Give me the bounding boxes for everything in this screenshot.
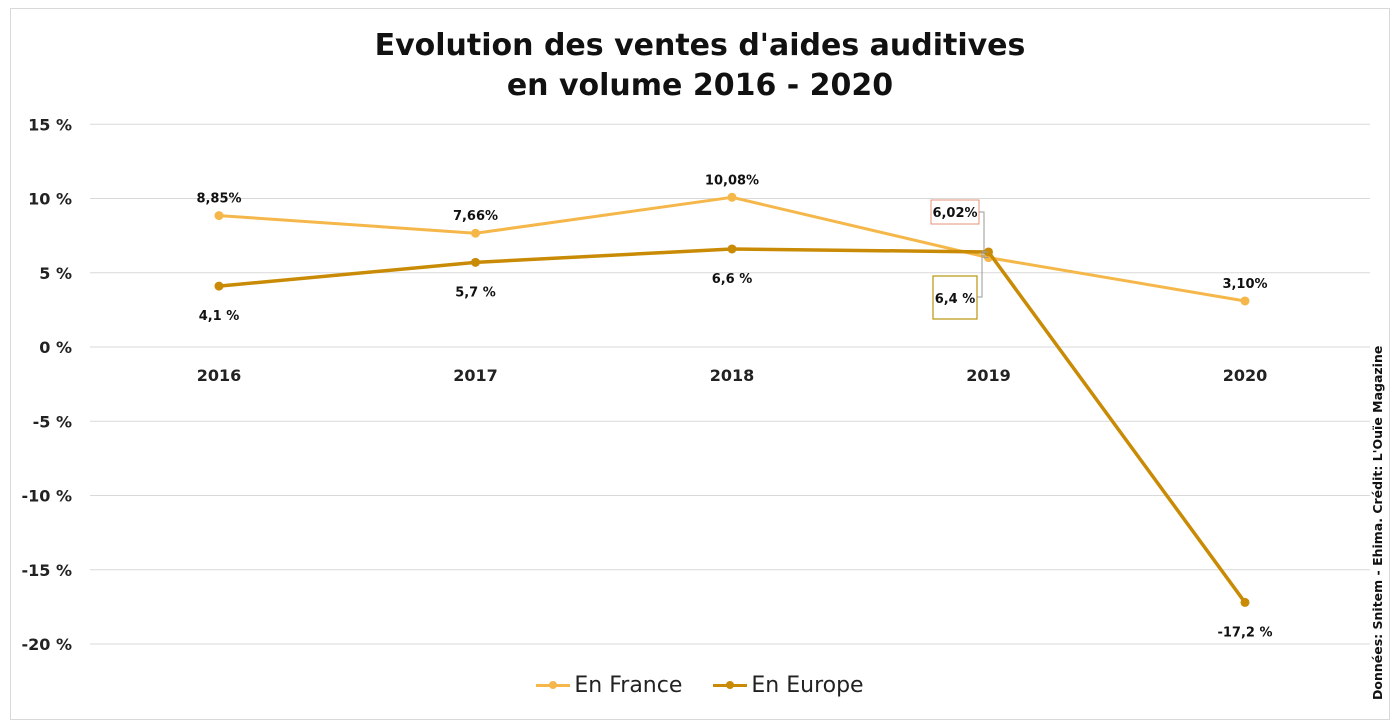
chart-title-line-2: en volume 2016 - 2020 xyxy=(506,68,894,103)
data-point-europe xyxy=(1240,597,1250,607)
data-point-france xyxy=(727,192,737,202)
callout-leader-france xyxy=(979,211,989,259)
data-label-france: 10,08% xyxy=(705,173,759,188)
data-label-europe: 5,7 % xyxy=(455,285,496,300)
x-tick-label: 2016 xyxy=(197,366,242,385)
legend-item-france: En France xyxy=(536,673,682,698)
data-point-europe xyxy=(214,281,224,291)
y-tick-label: -10 % xyxy=(21,487,72,506)
source-credit: Données: Snitem - Ehima. Crédit: L'Ouïe … xyxy=(1370,345,1385,700)
chart-title-line-1: Evolution des ventes d'aides auditives xyxy=(374,28,1026,63)
data-label-europe: 6,6 % xyxy=(712,272,753,287)
legend-item-europe: En Europe xyxy=(713,673,864,698)
series-line-europe xyxy=(218,247,1247,604)
data-label-france: 8,85% xyxy=(196,192,241,207)
y-tick-label: 15 % xyxy=(28,115,72,134)
chart-frame xyxy=(10,8,1390,720)
chart-legend: En France En Europe xyxy=(0,668,1400,698)
data-point-europe xyxy=(727,244,737,254)
x-tick-label: 2017 xyxy=(453,366,498,385)
data-label-france: 7,66% xyxy=(453,209,498,224)
callout-box-europe xyxy=(932,275,978,320)
y-tick-label: 10 % xyxy=(28,190,72,209)
x-tick-label: 2020 xyxy=(1223,366,1268,385)
data-point-france xyxy=(214,211,224,221)
chart-title: Evolution des ventes d'aides auditives e… xyxy=(0,26,1400,106)
data-label-france: 3,10% xyxy=(1222,277,1267,292)
x-tick-label: 2018 xyxy=(710,366,755,385)
data-label-europe: 4,1 % xyxy=(199,309,240,324)
callout-leader-europe xyxy=(977,251,989,298)
legend-swatch-france xyxy=(536,681,571,689)
data-point-europe xyxy=(471,257,480,267)
y-tick-label: -5 % xyxy=(33,412,72,431)
legend-label-france: En France xyxy=(574,673,683,698)
data-label-france: 6,02% xyxy=(932,206,977,221)
y-tick-label: 5 % xyxy=(39,264,72,283)
data-label-europe: -17,2 % xyxy=(1217,625,1272,640)
legend-label-europe: En Europe xyxy=(751,673,864,698)
data-point-france xyxy=(1240,296,1250,306)
data-label-europe: 6,4 % xyxy=(935,292,976,307)
x-tick-label: 2019 xyxy=(966,366,1011,385)
y-tick-label: -20 % xyxy=(21,635,72,654)
legend-swatch-europe xyxy=(713,681,748,689)
y-tick-label: 0 % xyxy=(39,338,72,357)
y-tick-label: -15 % xyxy=(21,561,72,580)
data-point-france xyxy=(471,228,480,238)
